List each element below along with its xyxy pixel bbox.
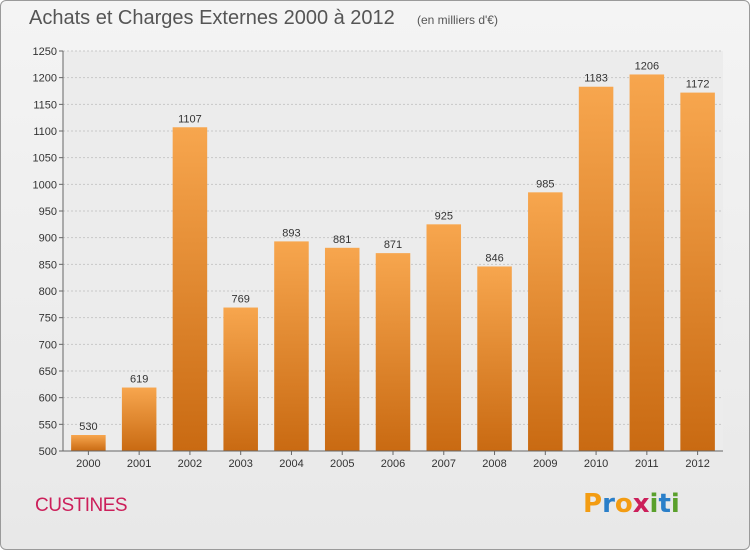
x-tick-label-2000: 2000 bbox=[76, 458, 100, 470]
x-tick-label-2002: 2002 bbox=[178, 458, 202, 470]
data-label-2006: 871 bbox=[384, 239, 402, 251]
x-tick-label-2010: 2010 bbox=[584, 458, 608, 470]
bar-2008 bbox=[477, 266, 512, 451]
data-label-2008: 846 bbox=[485, 252, 503, 264]
y-tick-label: 1200 bbox=[33, 73, 57, 85]
y-tick-label: 700 bbox=[39, 339, 57, 351]
bar-2003 bbox=[223, 307, 258, 451]
logo-letter: i bbox=[649, 489, 659, 519]
data-label-2002: 1107 bbox=[178, 113, 202, 125]
labels: 500 550 600 650 700 750 800 850 900 950 1000 1050 11… bbox=[33, 46, 710, 470]
y-tick-label: 600 bbox=[39, 393, 57, 405]
bar-2005 bbox=[324, 247, 360, 451]
y-tick-label: 950 bbox=[39, 206, 57, 218]
x-tick-label-2011: 2011 bbox=[635, 458, 659, 470]
data-label-2000: 530 bbox=[79, 421, 97, 433]
y-tick-label: 900 bbox=[39, 233, 57, 245]
y-tick-label: 1150 bbox=[33, 99, 57, 111]
y-tick-label: 1000 bbox=[33, 179, 57, 191]
bars bbox=[71, 74, 715, 452]
x-tick-label-2007: 2007 bbox=[432, 458, 456, 470]
proxiti-logo: Proxiti bbox=[583, 489, 680, 519]
data-label-2011: 1206 bbox=[635, 60, 659, 72]
y-tick-label: 850 bbox=[39, 259, 57, 271]
logo-letter: t bbox=[658, 489, 671, 519]
bar-2004 bbox=[274, 241, 309, 451]
y-tick-label: 750 bbox=[39, 313, 57, 325]
bar-2001 bbox=[121, 387, 157, 451]
bar-2007 bbox=[426, 224, 462, 451]
bar-2012 bbox=[680, 92, 715, 451]
x-tick-label-2012: 2012 bbox=[685, 458, 709, 470]
logo-letter: i bbox=[670, 489, 680, 519]
data-label-2005: 881 bbox=[333, 234, 351, 246]
x-tick-label-2009: 2009 bbox=[533, 458, 557, 470]
y-tick-label: 550 bbox=[39, 419, 57, 431]
bar-2011 bbox=[629, 74, 665, 451]
data-label-2004: 893 bbox=[282, 227, 300, 239]
x-tick-label-2008: 2008 bbox=[482, 458, 506, 470]
x-tick-label-2001: 2001 bbox=[127, 458, 151, 470]
x-tick-label-2003: 2003 bbox=[228, 458, 252, 470]
x-tick-label-2004: 2004 bbox=[279, 458, 303, 470]
x-tick-label-2005: 2005 bbox=[330, 458, 354, 470]
y-tick-label: 800 bbox=[39, 286, 57, 298]
y-tick-label: 500 bbox=[39, 446, 57, 458]
logo-letter: r bbox=[602, 489, 615, 519]
data-label-2001: 619 bbox=[130, 374, 148, 386]
data-label-2009: 985 bbox=[536, 178, 554, 190]
commune-name: CUSTINES bbox=[35, 495, 128, 516]
bar-2002 bbox=[172, 127, 208, 452]
axes bbox=[59, 50, 723, 455]
logo-letter: o bbox=[614, 489, 633, 519]
bar-2010 bbox=[578, 86, 614, 451]
data-label-2007: 925 bbox=[435, 210, 453, 222]
logo-letter: P bbox=[583, 489, 603, 519]
chart-subtitle: (en milliers d'€) bbox=[417, 13, 498, 27]
y-tick-label: 1250 bbox=[33, 46, 57, 58]
y-tick-label: 1050 bbox=[33, 153, 57, 165]
data-label-2012: 1172 bbox=[686, 79, 710, 91]
y-tick-label: 1100 bbox=[33, 126, 57, 138]
data-label-2003: 769 bbox=[232, 294, 250, 306]
y-tick-label: 650 bbox=[39, 366, 57, 378]
x-tick-label-2006: 2006 bbox=[381, 458, 405, 470]
bar-2000 bbox=[71, 435, 106, 451]
logo-letter: x bbox=[632, 489, 650, 519]
data-label-2010: 1183 bbox=[584, 73, 608, 85]
bar-2009 bbox=[528, 192, 563, 452]
bar-2006 bbox=[375, 253, 411, 451]
chart-title: Achats et Charges Externes 2000 à 2012 bbox=[29, 7, 395, 29]
